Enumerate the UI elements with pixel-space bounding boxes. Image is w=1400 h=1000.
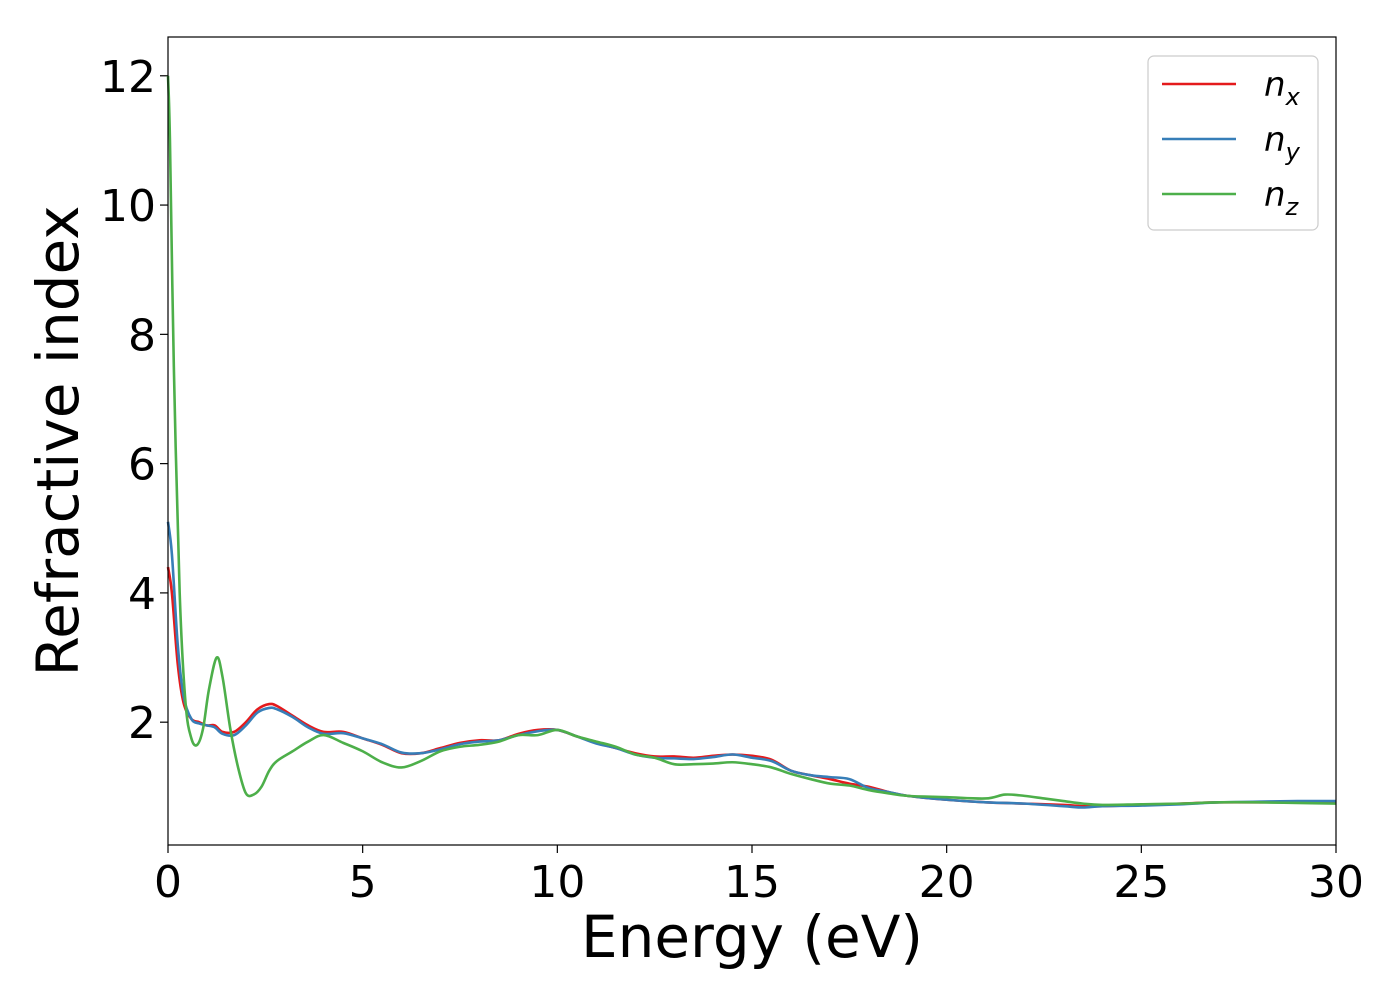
legend-label-base: n (1264, 175, 1286, 215)
x-axis-ticks: 0 5 10 15 20 25 30 (154, 845, 1364, 908)
y-tick-label: 6 (128, 440, 156, 491)
legend-label-subscript: x (1285, 83, 1301, 111)
legend-label-subscript: z (1285, 193, 1300, 221)
y-axis-ticks: 2 4 6 8 10 12 (100, 52, 168, 749)
x-tick-label: 15 (724, 857, 780, 908)
legend-label-subscript: y (1285, 138, 1301, 166)
x-tick-label: 30 (1308, 857, 1364, 908)
x-tick-label: 5 (349, 857, 377, 908)
legend-label-x: nx (1264, 65, 1301, 111)
x-axis-label: Energy (eV) (581, 903, 923, 971)
y-axis-label: Refractive index (24, 205, 92, 676)
x-tick-label: 20 (919, 857, 975, 908)
x-tick-label: 10 (529, 857, 585, 908)
y-tick-label: 2 (128, 698, 156, 749)
legend-label-base: n (1264, 65, 1286, 105)
y-tick-label: 4 (128, 569, 156, 620)
x-tick-label: 0 (154, 857, 182, 908)
axes-frame (167, 36, 1337, 846)
y-tick-label: 8 (128, 310, 156, 361)
legend-label-base: n (1264, 120, 1286, 160)
series-layer (166, 75, 1337, 809)
y-tick-label: 12 (100, 52, 156, 103)
y-tick-label: 10 (100, 181, 156, 232)
legend-label-y: ny (1264, 120, 1301, 166)
series-line-z (166, 75, 1337, 807)
series-line-x (166, 566, 1337, 808)
legend-box (1147, 55, 1319, 231)
x-tick-label: 25 (1113, 857, 1169, 908)
legend-label-z: nz (1264, 175, 1300, 221)
